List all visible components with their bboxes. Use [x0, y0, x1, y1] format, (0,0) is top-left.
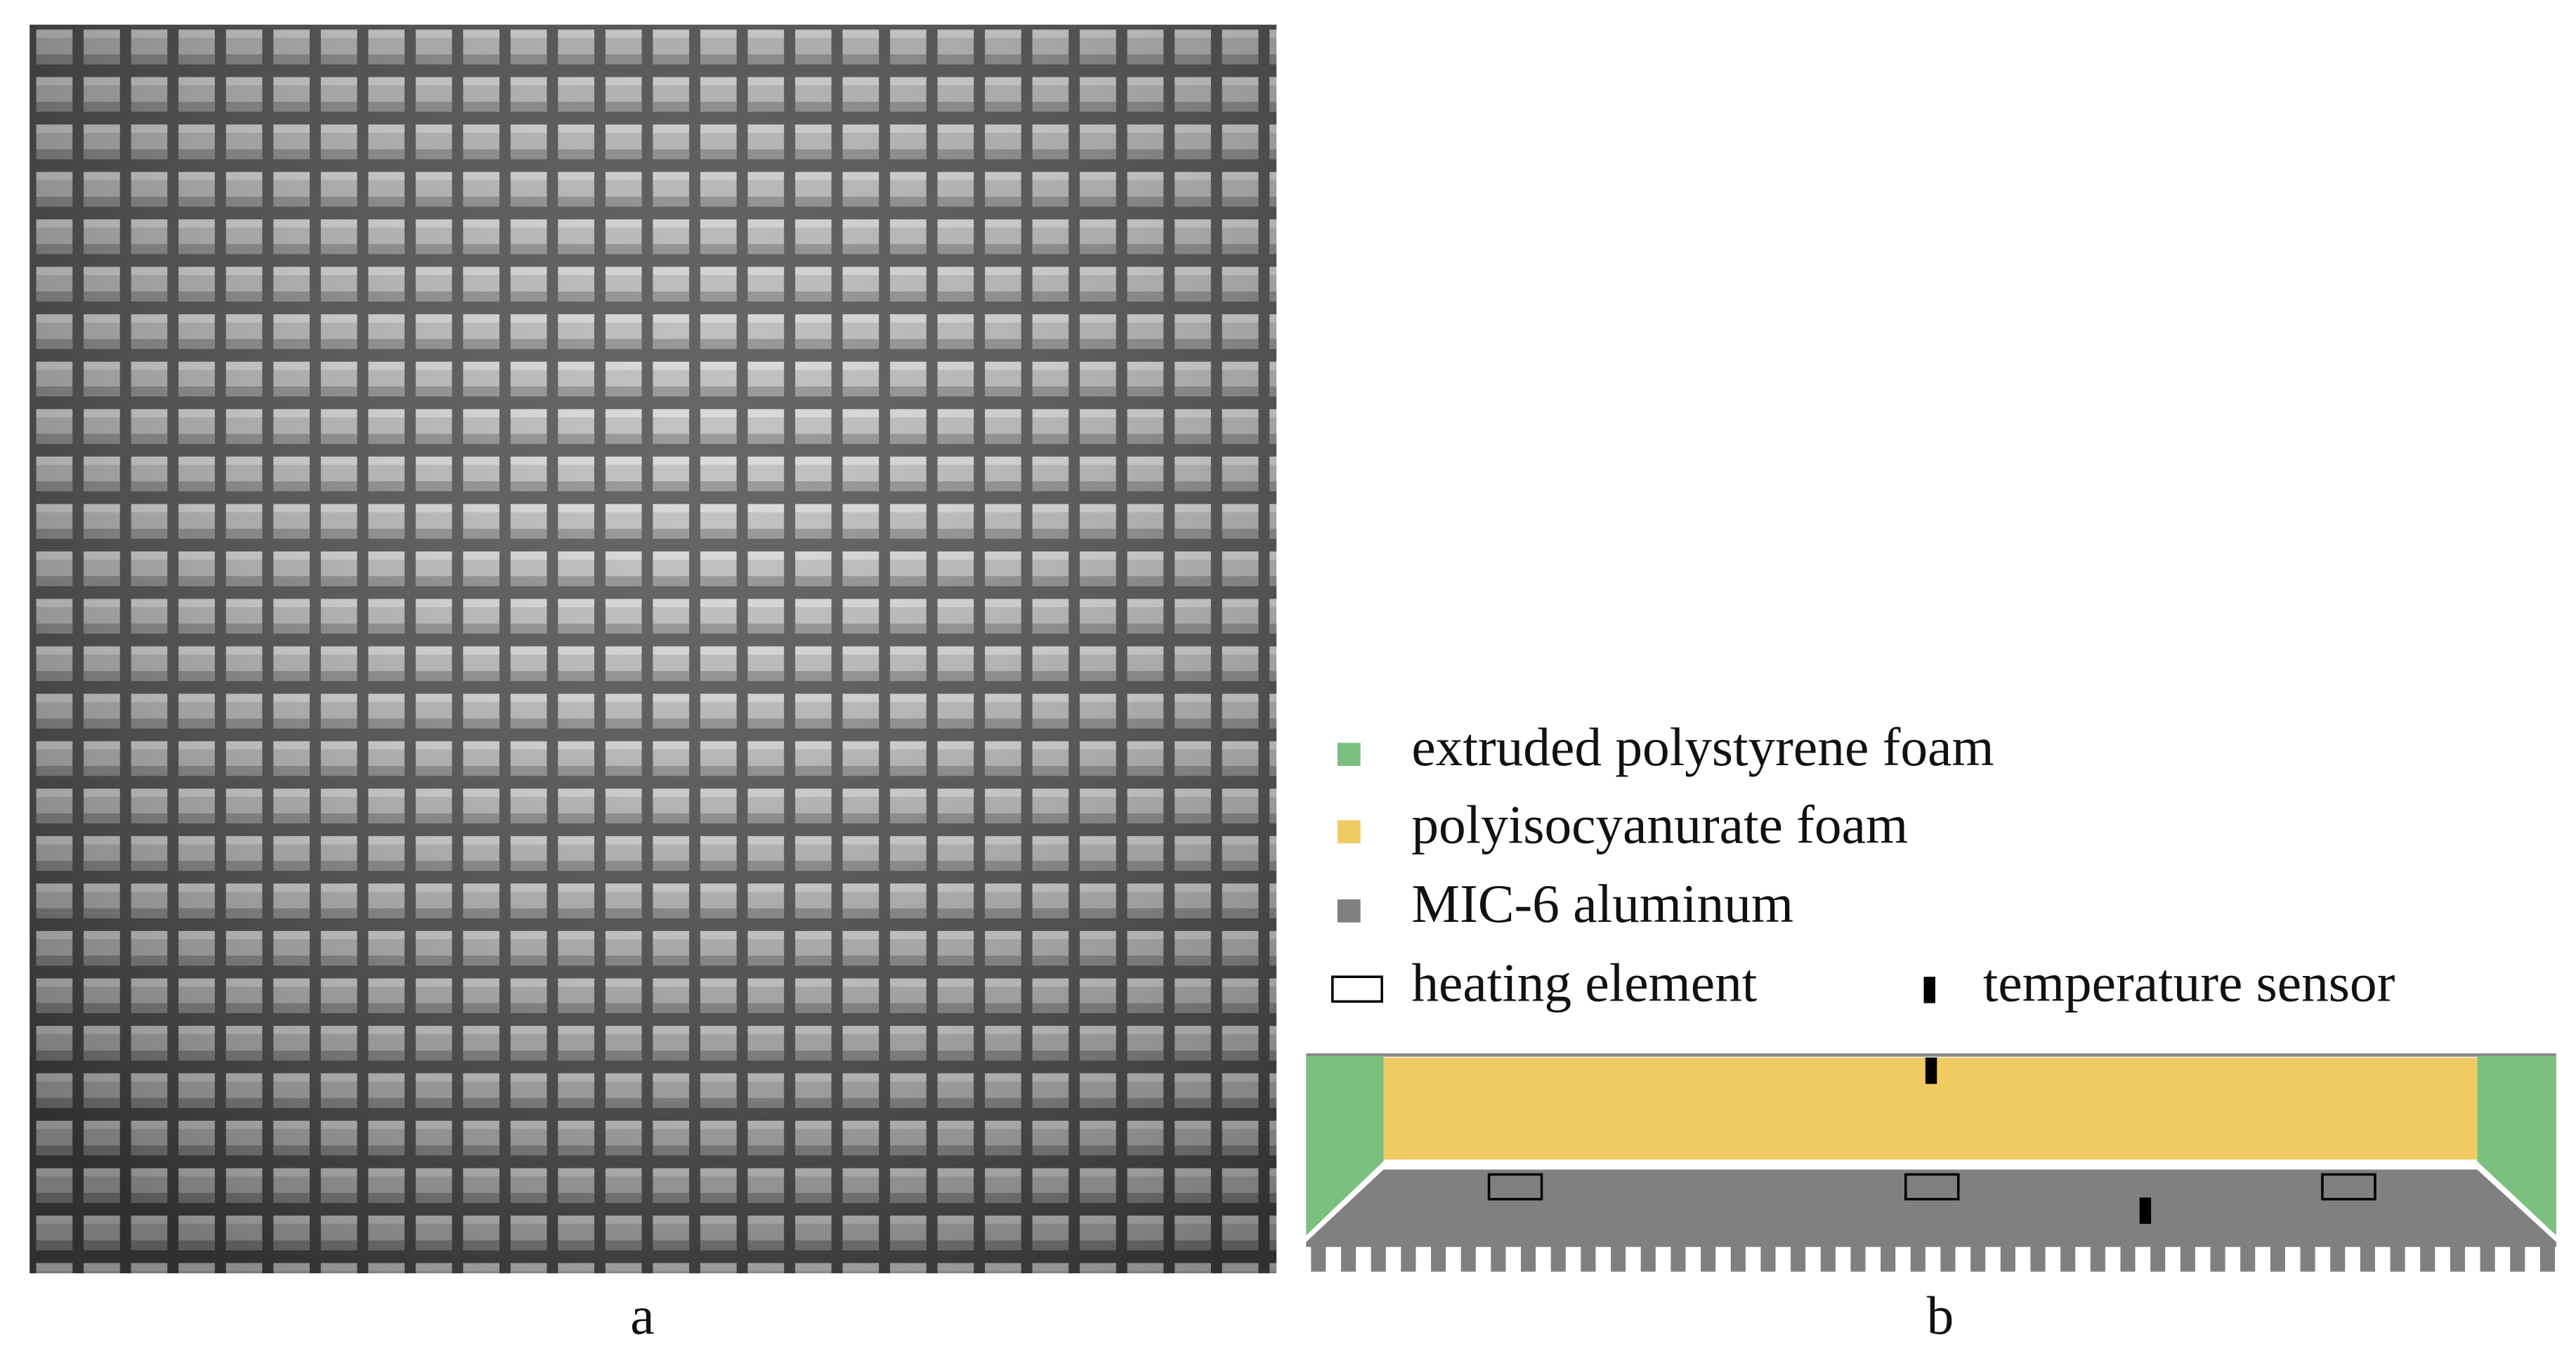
fin — [1311, 1245, 1326, 1272]
fin — [2000, 1245, 2015, 1272]
fin — [2240, 1245, 2256, 1272]
fin — [1340, 1245, 1356, 1272]
legend-label: MIC-6 aluminum — [1411, 873, 1793, 934]
heating-element — [2321, 1173, 2376, 1201]
fin — [2180, 1245, 2195, 1272]
fin — [2360, 1245, 2375, 1272]
fin — [1671, 1245, 1686, 1272]
fin — [1701, 1245, 1716, 1272]
legend-swatch — [1337, 899, 1361, 923]
fin — [2300, 1245, 2315, 1272]
fin — [1491, 1245, 1506, 1272]
legend-swatch — [1337, 743, 1361, 767]
fin — [1940, 1245, 1956, 1272]
fin — [2539, 1245, 2555, 1272]
fin — [2210, 1245, 2225, 1272]
heating-element — [1487, 1173, 1543, 1201]
fin — [2330, 1245, 2346, 1272]
fin — [2420, 1245, 2436, 1272]
fin — [1581, 1245, 1596, 1272]
fin — [1521, 1245, 1536, 1272]
fin — [2060, 1245, 2076, 1272]
legend-label: temperature sensor — [1983, 952, 2395, 1013]
legend-label: extruded polystyrene foam — [1411, 717, 1994, 777]
xps-foam-right — [2477, 1055, 2556, 1236]
fin — [1881, 1245, 1896, 1272]
aluminum-plate — [1306, 1169, 2556, 1247]
xps-foam-left — [1306, 1055, 1384, 1236]
panel-label: a — [630, 1285, 654, 1346]
aluminum-fins — [1311, 1245, 2555, 1272]
fin — [1431, 1245, 1446, 1272]
legend-label: polyisocyanurate foam — [1411, 794, 1908, 854]
panel-b: extruded polystyrene foam polyisocyanura… — [1306, 717, 2556, 1346]
legend-swatch — [1337, 820, 1361, 844]
fin — [2090, 1245, 2105, 1272]
temperature-sensor — [2139, 1197, 2152, 1224]
fin — [2150, 1245, 2166, 1272]
legend-label: heating element — [1411, 952, 1757, 1013]
fin — [2270, 1245, 2285, 1272]
fin — [1371, 1245, 1386, 1272]
fin — [1760, 1245, 1776, 1272]
fin — [2030, 1245, 2046, 1272]
panel-label: b — [1927, 1285, 1954, 1346]
fin — [1910, 1245, 1926, 1272]
photo-shade — [30, 25, 1277, 1274]
legend-swatch — [1923, 977, 1935, 1003]
fin — [1550, 1245, 1566, 1272]
legend-swatch — [1331, 975, 1383, 1003]
fin — [2510, 1245, 2525, 1272]
fin — [2120, 1245, 2136, 1272]
heating-element — [1904, 1173, 1960, 1201]
fin — [1970, 1245, 1986, 1272]
fin — [1460, 1245, 1476, 1272]
fin — [2450, 1245, 2465, 1272]
fin — [1611, 1245, 1626, 1272]
panel-a: a — [30, 25, 1277, 1346]
fin — [1401, 1245, 1416, 1272]
fin — [1791, 1245, 1806, 1272]
fin — [1820, 1245, 1836, 1272]
fin — [1640, 1245, 1656, 1272]
fin — [1850, 1245, 1866, 1272]
fin — [2390, 1245, 2405, 1272]
fin — [2480, 1245, 2495, 1272]
fin — [1730, 1245, 1746, 1272]
temperature-sensor — [1925, 1057, 1937, 1084]
